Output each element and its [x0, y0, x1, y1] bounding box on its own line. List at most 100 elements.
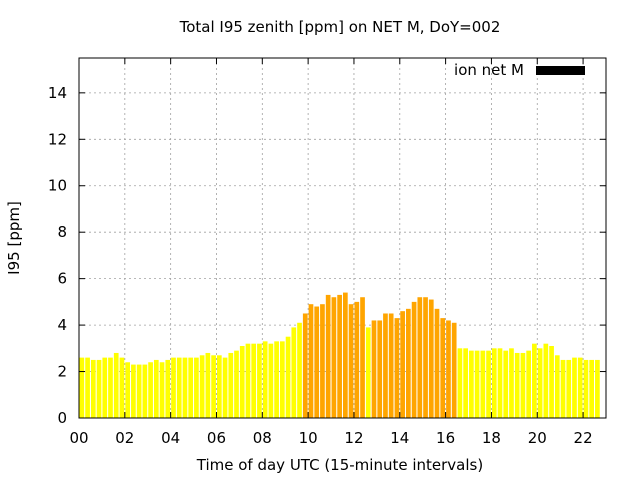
chart-title: Total I95 zenith [ppm] on NET M, DoY=002 — [179, 18, 501, 36]
bar — [251, 343, 257, 418]
y-tick-label: 14 — [48, 84, 67, 102]
bar — [497, 348, 503, 418]
bar — [354, 301, 360, 418]
x-tick-label: 00 — [69, 429, 88, 447]
y-tick-label: 4 — [57, 316, 67, 334]
bar — [371, 320, 377, 418]
bar — [554, 355, 560, 418]
bar — [400, 311, 405, 418]
y-tick-label: 12 — [48, 130, 67, 148]
bar — [377, 320, 383, 418]
bar — [291, 327, 297, 418]
bar — [595, 359, 600, 418]
bar — [360, 297, 365, 418]
bar — [90, 359, 96, 418]
bar — [245, 343, 251, 418]
bar — [566, 359, 572, 418]
x-tick-label: 10 — [299, 429, 318, 447]
bar — [320, 304, 325, 418]
bar — [417, 297, 423, 418]
bar — [406, 308, 411, 418]
bar — [136, 364, 142, 418]
y-tick-label: 6 — [57, 270, 67, 288]
bar — [451, 322, 457, 418]
bar — [463, 348, 468, 418]
bar — [325, 294, 331, 418]
y-tick-label: 2 — [57, 363, 67, 381]
bar — [577, 357, 583, 418]
axis-ticks — [78, 58, 606, 419]
y-tick-label: 10 — [48, 177, 67, 195]
bar — [343, 292, 348, 418]
bar — [446, 320, 451, 418]
bar — [423, 297, 428, 418]
legend-swatch — [536, 66, 585, 75]
bar — [308, 304, 314, 418]
x-tick-label: 22 — [574, 429, 593, 447]
y-tick-labels: 0 2 4 6 8 10 12 14 — [48, 84, 67, 427]
bar — [142, 364, 148, 418]
bar — [131, 364, 136, 418]
plot-frame — [78, 57, 607, 419]
bar — [549, 346, 554, 418]
x-axis-label: Time of day UTC (15-minute intervals) — [196, 456, 483, 474]
bar — [297, 322, 302, 418]
bar — [543, 343, 549, 418]
bar — [469, 350, 474, 418]
legend: ion net M — [454, 61, 585, 79]
bar — [394, 318, 400, 418]
bar — [520, 352, 526, 418]
bar — [509, 348, 514, 418]
x-tick-label: 12 — [344, 429, 363, 447]
bar — [228, 352, 234, 418]
bar — [474, 350, 480, 418]
x-tick-label: 02 — [115, 429, 134, 447]
bar — [434, 308, 440, 418]
bar — [257, 343, 262, 418]
bar — [194, 357, 199, 418]
x-tick-label: 16 — [436, 429, 455, 447]
y-tick-label: 8 — [57, 223, 67, 241]
bar — [176, 357, 182, 418]
bar — [171, 357, 176, 418]
x-tick-label: 20 — [528, 429, 547, 447]
bar — [113, 352, 119, 418]
bar — [411, 301, 417, 418]
bar — [125, 362, 131, 418]
bars — [79, 292, 600, 418]
bar — [514, 352, 520, 418]
x-tick-label: 18 — [482, 429, 501, 447]
bar — [302, 313, 308, 418]
bar — [96, 359, 102, 418]
bar — [279, 341, 285, 418]
bar — [182, 357, 188, 418]
bar — [153, 359, 159, 418]
grid — [79, 58, 606, 418]
bar — [199, 355, 205, 418]
bar — [383, 313, 388, 418]
bar — [480, 350, 486, 418]
bar — [491, 348, 497, 418]
bar — [119, 357, 125, 418]
bar — [365, 327, 371, 418]
bar — [159, 362, 165, 418]
bar — [314, 306, 320, 418]
bar — [532, 343, 537, 418]
bar — [337, 294, 342, 418]
bar — [348, 304, 354, 418]
x-tick-label: 14 — [390, 429, 409, 447]
bar — [222, 357, 228, 418]
x-tick-labels: 00 02 04 06 08 10 12 14 16 18 20 22 — [69, 429, 592, 447]
bar — [108, 357, 113, 418]
bar — [79, 357, 85, 418]
bar — [285, 336, 291, 418]
bar — [165, 359, 171, 418]
bar — [211, 355, 216, 418]
bar — [457, 348, 463, 418]
bar — [526, 350, 532, 418]
bar — [274, 341, 279, 418]
bar — [388, 313, 394, 418]
x-tick-label: 04 — [161, 429, 180, 447]
bar — [503, 350, 509, 418]
